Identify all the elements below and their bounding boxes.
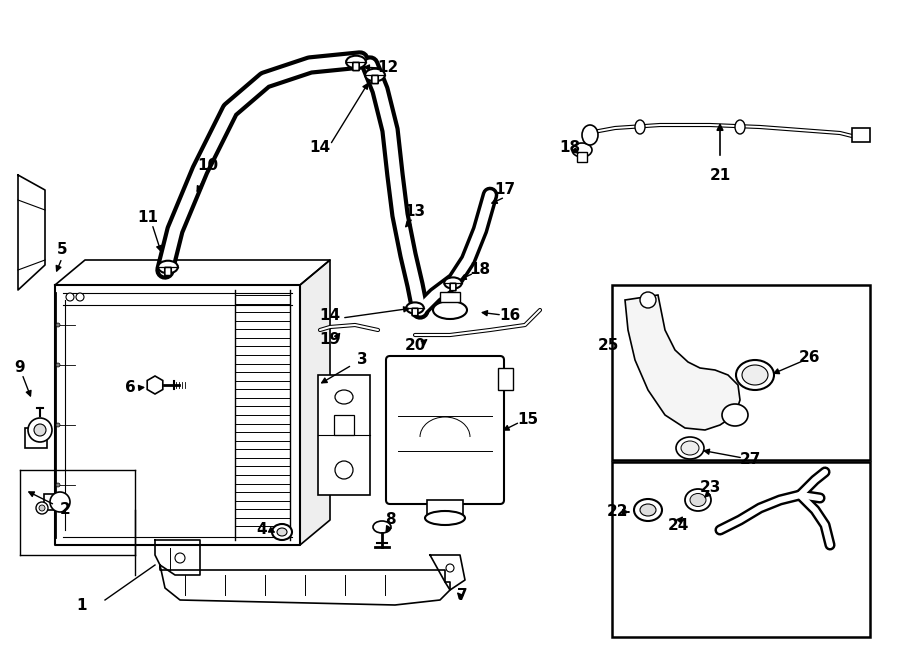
Ellipse shape <box>634 499 662 521</box>
Polygon shape <box>18 175 45 290</box>
Ellipse shape <box>640 504 656 516</box>
Circle shape <box>39 505 45 511</box>
Bar <box>852 128 870 142</box>
FancyBboxPatch shape <box>165 268 171 276</box>
FancyBboxPatch shape <box>353 62 359 71</box>
Text: 21: 21 <box>709 167 731 182</box>
FancyBboxPatch shape <box>372 75 378 83</box>
Text: 10: 10 <box>197 157 219 173</box>
Ellipse shape <box>158 260 178 273</box>
Ellipse shape <box>582 125 598 145</box>
Circle shape <box>56 363 60 367</box>
Ellipse shape <box>690 494 706 506</box>
Text: 25: 25 <box>598 338 618 352</box>
Text: 19: 19 <box>320 332 340 348</box>
Circle shape <box>66 293 74 301</box>
Ellipse shape <box>685 489 711 511</box>
Bar <box>498 368 513 390</box>
Circle shape <box>28 418 52 442</box>
Text: 22: 22 <box>608 504 629 520</box>
Text: 9: 9 <box>14 360 25 375</box>
Ellipse shape <box>272 524 292 540</box>
Ellipse shape <box>373 521 391 533</box>
Polygon shape <box>300 260 330 545</box>
Polygon shape <box>148 376 163 394</box>
Text: 4: 4 <box>256 522 267 537</box>
Ellipse shape <box>681 441 699 455</box>
Ellipse shape <box>445 278 462 289</box>
Ellipse shape <box>406 302 424 313</box>
Ellipse shape <box>433 301 467 319</box>
Text: 17: 17 <box>494 182 516 198</box>
Text: 15: 15 <box>518 412 538 428</box>
Ellipse shape <box>676 437 704 459</box>
Circle shape <box>640 292 656 308</box>
Text: 12: 12 <box>377 61 399 75</box>
FancyBboxPatch shape <box>412 308 418 316</box>
Circle shape <box>36 502 48 514</box>
Text: 26: 26 <box>799 350 821 366</box>
FancyBboxPatch shape <box>450 284 456 291</box>
Ellipse shape <box>346 56 366 68</box>
Polygon shape <box>430 555 465 590</box>
Text: 7: 7 <box>456 588 467 602</box>
Text: 3: 3 <box>356 352 367 368</box>
Text: 1: 1 <box>76 598 87 613</box>
Ellipse shape <box>572 143 592 157</box>
Text: 6: 6 <box>124 381 135 395</box>
Bar <box>440 292 460 302</box>
Ellipse shape <box>736 360 774 390</box>
Polygon shape <box>55 285 300 545</box>
Bar <box>25 428 47 448</box>
Text: 20: 20 <box>404 338 426 352</box>
Text: 24: 24 <box>667 518 688 533</box>
Text: 18: 18 <box>560 141 580 155</box>
Bar <box>427 500 463 518</box>
Circle shape <box>50 492 70 512</box>
Ellipse shape <box>742 365 768 385</box>
FancyBboxPatch shape <box>386 356 504 504</box>
Text: 16: 16 <box>500 307 520 323</box>
Circle shape <box>56 483 60 487</box>
Circle shape <box>34 424 46 436</box>
Ellipse shape <box>722 404 748 426</box>
Text: 18: 18 <box>470 262 490 278</box>
Text: 11: 11 <box>138 210 158 225</box>
Ellipse shape <box>277 528 287 536</box>
Circle shape <box>76 293 84 301</box>
Circle shape <box>56 323 60 327</box>
Text: 14: 14 <box>320 307 340 323</box>
Bar <box>577 152 587 162</box>
Circle shape <box>56 423 60 427</box>
Polygon shape <box>160 565 450 605</box>
Text: 13: 13 <box>404 204 426 219</box>
Text: 23: 23 <box>699 481 721 496</box>
Bar <box>612 285 870 460</box>
Bar <box>318 375 370 495</box>
Ellipse shape <box>635 120 645 134</box>
Text: 8: 8 <box>384 512 395 527</box>
Ellipse shape <box>735 120 745 134</box>
Polygon shape <box>625 295 740 430</box>
Polygon shape <box>55 260 330 285</box>
Bar <box>44 494 64 510</box>
Bar <box>612 462 870 637</box>
Text: 5: 5 <box>57 243 68 258</box>
Polygon shape <box>155 540 200 575</box>
Ellipse shape <box>335 390 353 404</box>
Ellipse shape <box>365 69 385 81</box>
Text: 14: 14 <box>310 141 330 155</box>
Text: 2: 2 <box>59 502 70 518</box>
Text: 27: 27 <box>739 453 760 467</box>
Bar <box>334 415 354 435</box>
Ellipse shape <box>425 511 465 525</box>
